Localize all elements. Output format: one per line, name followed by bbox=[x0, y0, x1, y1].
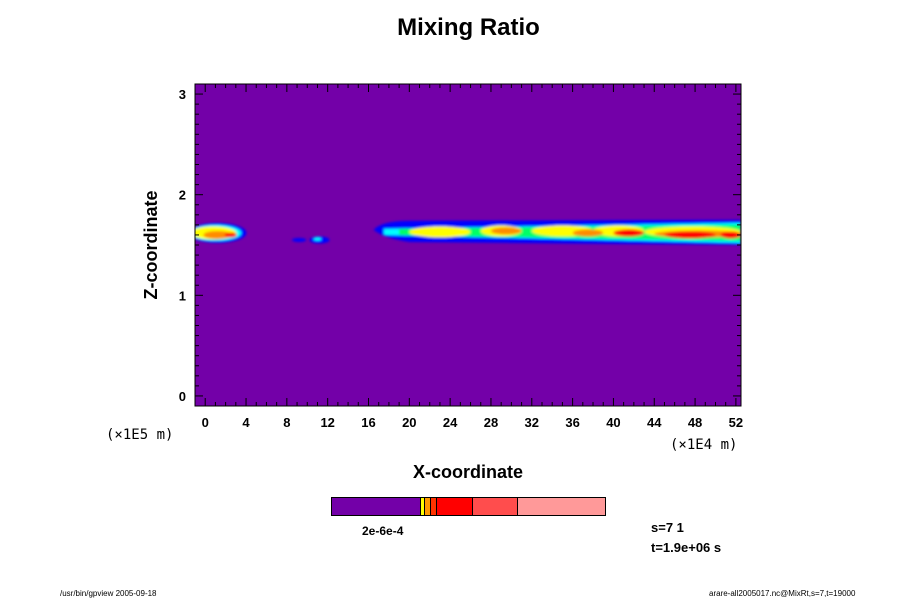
plume-core-5 bbox=[490, 227, 522, 235]
mixing-ratio-field bbox=[195, 219, 741, 245]
x-tick-label: 32 bbox=[525, 415, 539, 430]
colorbar bbox=[331, 497, 606, 516]
x-tick-label: 12 bbox=[320, 415, 334, 430]
x-tick-label: 4 bbox=[242, 415, 250, 430]
chart-title: Mixing Ratio bbox=[397, 14, 540, 41]
colorbar-segment bbox=[430, 498, 436, 515]
x-tick-label: 52 bbox=[729, 415, 743, 430]
colorbar-segment bbox=[435, 498, 473, 515]
x-tick-label: 36 bbox=[565, 415, 579, 430]
colorbar-segment bbox=[472, 498, 517, 515]
y-tick-labels: 0 1 2 3 bbox=[179, 87, 186, 404]
colorbar-segment bbox=[420, 498, 425, 515]
x-tick-label: 20 bbox=[402, 415, 416, 430]
x-tick-label: 24 bbox=[443, 415, 458, 430]
x-tick-label: 40 bbox=[606, 415, 620, 430]
x-unit-label: (×1E4 m) bbox=[670, 437, 737, 453]
s-value-text: s=7 1 bbox=[651, 520, 684, 535]
x-tick-labels: 0 4 8 12 16 20 24 28 32 36 40 44 48 52 bbox=[202, 415, 744, 430]
x-tick-label: 48 bbox=[688, 415, 702, 430]
plume-fragment-1 bbox=[292, 237, 307, 242]
footer-right: arare-all2005017.nc@MixRt,s=7,t=19000 bbox=[709, 589, 856, 598]
z-unit-label: (×1E5 m) bbox=[106, 427, 173, 443]
x-tick-label: 8 bbox=[283, 415, 290, 430]
x-tick-label: 44 bbox=[647, 415, 662, 430]
plume-left-core bbox=[224, 232, 237, 238]
y-tick-label: 1 bbox=[179, 288, 186, 303]
colorbar-segment bbox=[332, 498, 421, 515]
y-tick-label: 2 bbox=[179, 188, 186, 203]
x-tick-label: 28 bbox=[484, 415, 498, 430]
plume-core-1 bbox=[613, 229, 645, 237]
colorbar-segment bbox=[516, 498, 605, 515]
t-value-text: t=1.9e+06 s bbox=[651, 540, 722, 555]
colorbar-label: 2e-6e-4 bbox=[362, 524, 404, 538]
y-tick-label: 0 bbox=[179, 389, 186, 404]
y-axis-title: Z-coordinate bbox=[141, 190, 161, 299]
plume-core-0 bbox=[572, 229, 604, 237]
x-axis-title: X-coordinate bbox=[413, 462, 523, 482]
plume-yellow-patch-0 bbox=[409, 226, 471, 238]
plume-core-4 bbox=[720, 231, 741, 239]
plot-background bbox=[195, 84, 741, 406]
plume-band bbox=[195, 219, 741, 245]
axis-ticks bbox=[194, 84, 741, 407]
x-tick-label: 0 bbox=[202, 415, 209, 430]
footer-left: /usr/bin/gpview 2005-09-18 bbox=[60, 589, 157, 598]
x-tick-label: 16 bbox=[361, 415, 375, 430]
plume-fragment-core bbox=[313, 237, 322, 241]
y-tick-label: 3 bbox=[179, 87, 186, 102]
plume-core-3 bbox=[664, 231, 716, 239]
colorbar-segment bbox=[424, 498, 431, 515]
plume-left-orange bbox=[203, 230, 232, 239]
